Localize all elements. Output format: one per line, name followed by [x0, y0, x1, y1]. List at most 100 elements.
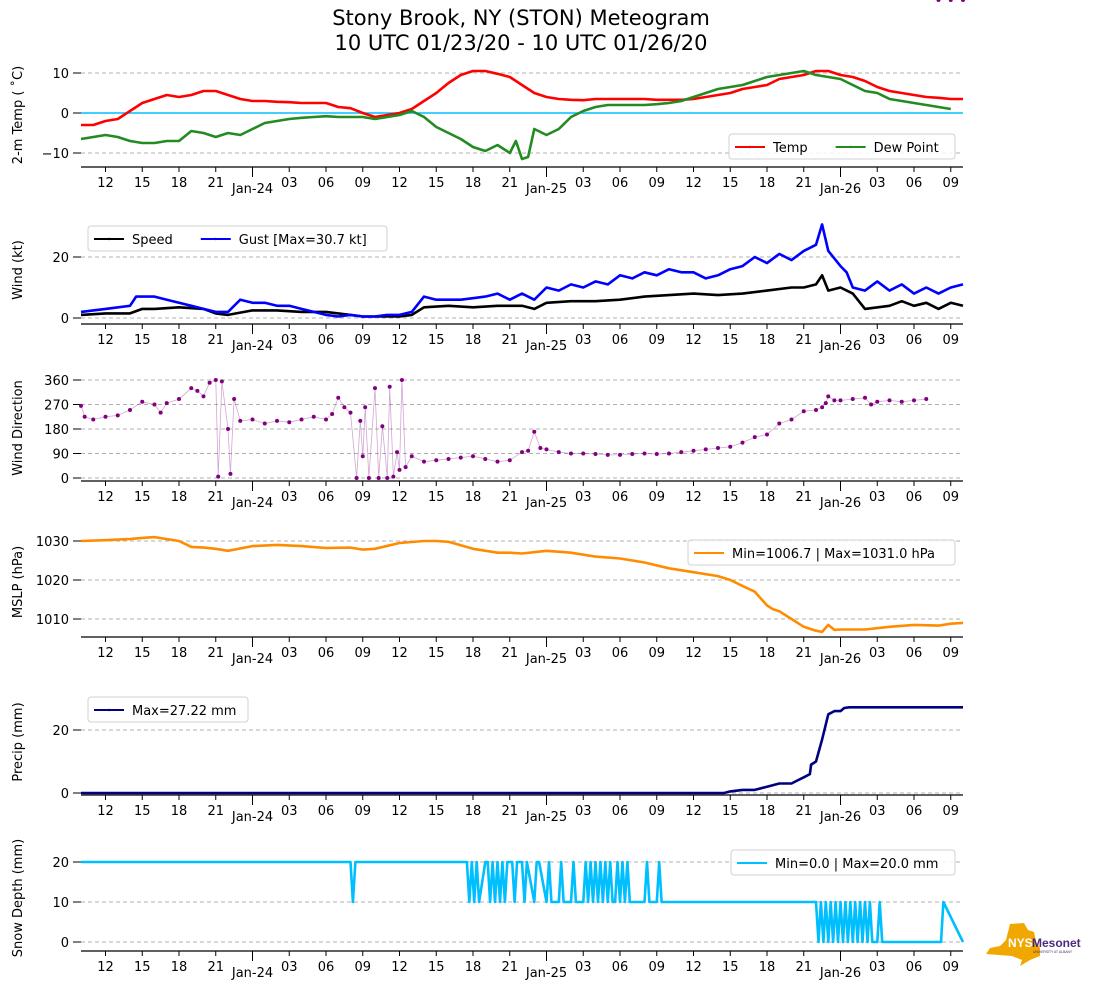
data-point: [765, 432, 769, 437]
x-tick-label: Jan-26: [819, 182, 861, 197]
data-point: [399, 378, 404, 382]
y-tick-label: 180: [44, 423, 69, 438]
data-point: [250, 417, 255, 422]
data-point: [189, 386, 194, 391]
x-tick-label: 21: [207, 176, 224, 191]
x-tick-label: 09: [648, 646, 665, 661]
x-tick-label: 21: [207, 646, 224, 661]
x-tick-label: 21: [795, 960, 812, 975]
data-point: [446, 456, 451, 461]
x-tick-label: 21: [795, 804, 812, 819]
legend-snow: Min=0.0 | Max=20.0 mm: [730, 849, 956, 876]
x-tick-label: 18: [759, 804, 776, 819]
x-tick-label: 03: [575, 333, 592, 348]
data-point: [630, 452, 635, 457]
x-tick-label: 03: [869, 490, 886, 505]
logo-sub-text: UNIVERSITY AT ALBANY: [1033, 950, 1073, 954]
x-tick-label: 09: [648, 176, 665, 191]
x-tick-label: 09: [648, 960, 665, 975]
x-tick-label: 06: [612, 646, 629, 661]
x-tick-label: 21: [501, 333, 518, 348]
x-tick-label: Jan-24: [231, 496, 273, 511]
data-point: [152, 402, 157, 407]
x-tick-label: Jan-25: [525, 652, 567, 667]
x-tick-label: 21: [795, 646, 812, 661]
data-point: [228, 471, 233, 476]
data-point: [912, 398, 916, 403]
x-tick-label: 03: [281, 333, 298, 348]
y-tick-label: 20: [52, 251, 69, 266]
legend-marker: [748, 145, 752, 149]
x-tick-label: 18: [171, 960, 188, 975]
x-tick-label: 21: [501, 490, 518, 505]
x-tick-label: 09: [942, 804, 959, 819]
x-tick-label: 03: [281, 804, 298, 819]
x-tick-label: 21: [207, 490, 224, 505]
x-tick-label: Jan-25: [525, 182, 567, 197]
x-tick-label: 12: [391, 960, 408, 975]
legend-marker: [849, 145, 852, 149]
y-axis-label: Wind (kt): [11, 240, 26, 300]
data-point: [832, 398, 837, 403]
legend-temp: Temp Dew Point: [728, 133, 956, 160]
x-tick-label: 12: [97, 490, 114, 505]
data-point: [376, 476, 381, 480]
x-tick-label: 15: [722, 333, 739, 348]
data-point: [605, 452, 610, 457]
x-tick-label: 18: [759, 490, 776, 505]
x-tick-label: 15: [428, 960, 445, 975]
x-tick-label: Jan-24: [231, 810, 273, 825]
x-tick-label: 15: [428, 333, 445, 348]
x-tick-label: 09: [354, 646, 371, 661]
legend-label: Speed: [132, 233, 173, 248]
legend-marker: [107, 237, 111, 241]
x-tick-label: 18: [171, 333, 188, 348]
x-tick-label: 21: [795, 176, 812, 191]
data-point: [581, 451, 586, 456]
data-point: [395, 450, 400, 455]
x-tick-label: 18: [171, 646, 188, 661]
data-point: [354, 476, 359, 480]
x-tick-label: 21: [207, 333, 224, 348]
x-tick-label: 09: [942, 646, 959, 661]
y-tick-label: −10: [42, 147, 69, 162]
series-line-min-1006-7-max-1031-0-hpa: [80, 535, 964, 634]
data-point: [219, 379, 224, 384]
x-tick-label: 12: [685, 804, 702, 819]
data-point: [471, 454, 475, 459]
data-point: [238, 418, 243, 423]
x-tick-label: 09: [648, 804, 665, 819]
x-tick-label: 03: [281, 176, 298, 191]
data-point: [495, 459, 500, 464]
x-tick-label: 18: [465, 960, 482, 975]
data-point: [358, 418, 363, 423]
x-tick-label: 18: [171, 804, 188, 819]
y-tick-label: 20: [52, 856, 69, 871]
x-tick-label: 18: [465, 490, 482, 505]
data-point: [544, 447, 549, 452]
y-axis-label: Wind Direction: [11, 380, 26, 476]
data-point: [569, 451, 573, 456]
y-tick-label: 0: [61, 107, 69, 122]
data-point: [740, 440, 745, 445]
data-point: [366, 476, 371, 480]
x-tick-label: 18: [171, 490, 188, 505]
data-point: [820, 405, 825, 410]
x-tick-label: 15: [428, 176, 445, 191]
x-tick-label: Jan-26: [819, 810, 861, 825]
data-point: [262, 421, 267, 426]
data-point: [177, 397, 181, 402]
y-tick-label: 1020: [36, 574, 69, 589]
data-point: [691, 448, 696, 453]
y-tick-label: 0: [61, 472, 69, 487]
x-tick-label: 21: [501, 804, 518, 819]
x-tick-label: 15: [428, 804, 445, 819]
x-tick-label: 12: [97, 960, 114, 975]
x-tick-label: 21: [501, 176, 518, 191]
x-tick-label: 18: [465, 333, 482, 348]
x-tick-label: 15: [722, 804, 739, 819]
legend-box: [730, 849, 956, 876]
x-tick-label: 15: [134, 490, 151, 505]
new-york-state-icon: [986, 923, 1040, 966]
series-line-gust-max-30-7-kt-: [80, 223, 964, 318]
